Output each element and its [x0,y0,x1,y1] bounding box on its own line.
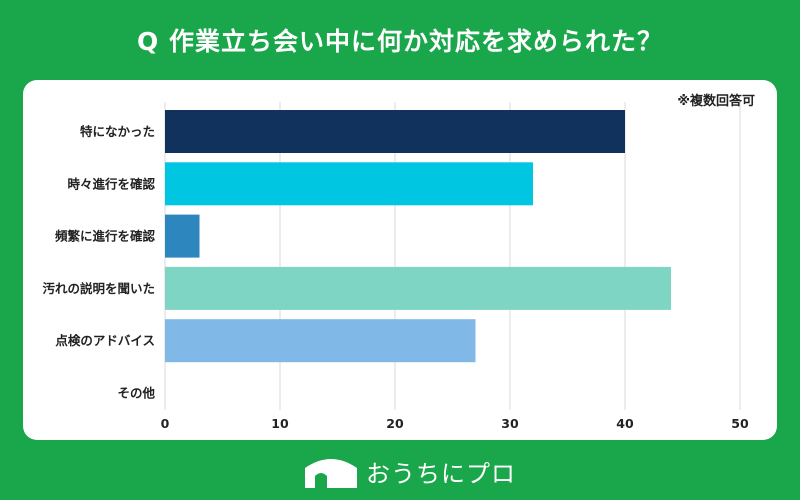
chart-title: Q 作業立ち会い中に何か対応を求められた？ [137,27,663,56]
x-tick-label: 0 [161,416,170,431]
category-label: 汚れの説明を聞いた [42,281,155,296]
bar [165,162,533,206]
chart-card: ※複数回答可 特になかった時々進行を確認頻繁に進行を確認汚れの説明を聞いた点検の… [23,80,777,440]
x-tick-label: 30 [501,416,519,431]
bar-chart: 特になかった時々進行を確認頻繁に進行を確認汚れの説明を聞いた点検のアドバイスその… [42,102,749,431]
x-tick-label: 10 [271,416,289,431]
bar [165,266,671,310]
bar [165,319,476,363]
x-tick-label: 50 [731,416,749,431]
category-label: 時々進行を確認 [67,176,155,191]
bar [165,214,200,258]
x-tick-label: 20 [386,416,404,431]
multiple-answers-note: ※複数回答可 [677,94,755,109]
footer: おうちにプロ [0,452,800,492]
category-label: 点検のアドバイス [55,333,155,348]
house-logo-icon [305,459,357,488]
bar [165,110,625,153]
category-label: 特になかった [80,124,155,139]
x-tick-label: 40 [616,416,634,431]
category-label: 頻繁に進行を確認 [55,229,156,244]
category-label: その他 [117,386,155,401]
brand-name: おうちにプロ [366,460,516,488]
